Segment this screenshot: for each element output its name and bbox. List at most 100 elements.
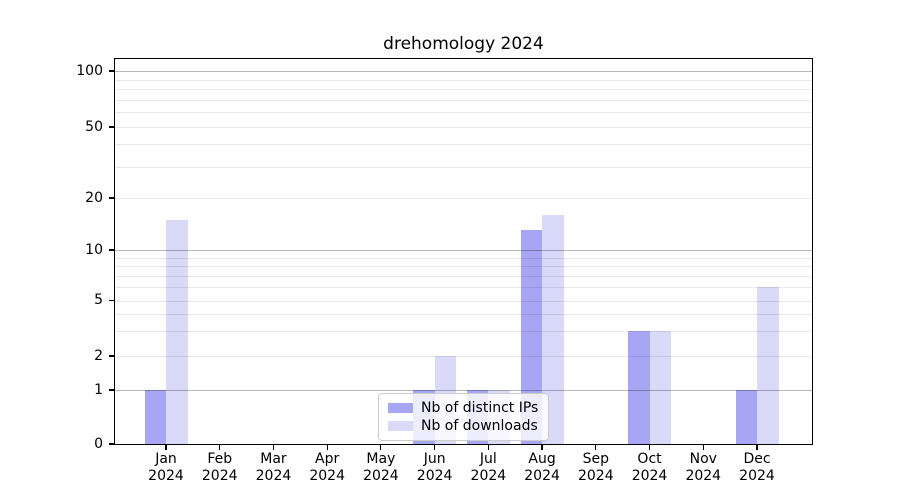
x-tick-month: Mar bbox=[260, 451, 287, 467]
x-tick-year: 2024 bbox=[416, 468, 453, 484]
x-axis-tick-mark bbox=[434, 444, 436, 450]
bar-distinct-ips bbox=[735, 390, 757, 444]
x-tick-year: 2024 bbox=[470, 468, 507, 484]
bar-downloads bbox=[542, 214, 564, 444]
x-tick-year: 2024 bbox=[685, 468, 722, 484]
x-tick-month: Aug bbox=[528, 451, 556, 467]
gridline-major bbox=[115, 250, 812, 252]
gridline-major bbox=[115, 390, 812, 392]
x-axis-tick-label: Jan 2024 bbox=[134, 451, 198, 485]
x-axis-tick-label: Oct 2024 bbox=[618, 451, 682, 485]
x-axis-tick-label: Jun 2024 bbox=[403, 451, 467, 485]
x-axis-tick-mark bbox=[165, 444, 167, 450]
gridline-minor bbox=[115, 287, 812, 289]
y-axis-tick-mark bbox=[109, 197, 115, 199]
x-tick-year: 2024 bbox=[309, 468, 345, 484]
y-axis-tick-mark bbox=[109, 299, 115, 302]
gridline-minor bbox=[115, 198, 812, 199]
x-axis-tick-mark bbox=[541, 444, 543, 450]
x-axis-tick-mark bbox=[487, 444, 489, 450]
bar-downloads bbox=[757, 287, 779, 444]
x-axis-tick-mark bbox=[595, 444, 597, 450]
x-axis-tick-label: Aug 2024 bbox=[510, 451, 574, 485]
legend: Nb of distinct IPs Nb of downloads bbox=[378, 393, 550, 441]
x-tick-year: 2024 bbox=[631, 468, 668, 484]
x-axis-tick-label: Apr 2024 bbox=[295, 451, 359, 485]
y-axis-tick-label: 2 bbox=[94, 347, 103, 364]
y-axis-tick-mark bbox=[109, 249, 115, 251]
y-axis-tick-mark bbox=[109, 126, 115, 128]
bar-distinct-ips bbox=[628, 331, 650, 444]
x-axis-tick-label: Dec 2024 bbox=[725, 451, 789, 485]
x-tick-month: Nov bbox=[689, 451, 717, 467]
gridline-minor bbox=[115, 89, 812, 91]
gridline-minor bbox=[115, 127, 812, 128]
legend-label: Nb of downloads bbox=[421, 418, 538, 434]
y-axis-tick-label: 10 bbox=[85, 241, 103, 258]
x-tick-year: 2024 bbox=[739, 468, 775, 484]
x-tick-month: Apr bbox=[315, 451, 340, 467]
gridline-minor bbox=[115, 266, 812, 268]
y-axis-tick-label: 100 bbox=[76, 62, 103, 79]
x-tick-month: Feb bbox=[207, 451, 233, 467]
x-axis-tick-mark bbox=[756, 444, 758, 450]
y-axis-tick-mark bbox=[109, 389, 115, 391]
gridline-minor bbox=[115, 331, 812, 333]
gridline-minor bbox=[115, 112, 812, 114]
x-tick-month: Oct bbox=[637, 451, 662, 467]
gridline-minor bbox=[115, 99, 812, 101]
grid-layer bbox=[115, 59, 812, 444]
x-axis-tick-mark bbox=[272, 444, 275, 450]
y-axis-tick-label: 1 bbox=[94, 381, 103, 398]
x-tick-month: Jun bbox=[423, 451, 446, 467]
x-axis-tick-label: Feb 2024 bbox=[188, 451, 252, 485]
y-axis-tick-label: 0 bbox=[94, 435, 103, 452]
y-axis-tick-label: 5 bbox=[94, 292, 103, 308]
x-axis-tick-label: Sep 2024 bbox=[564, 451, 628, 485]
x-tick-year: 2024 bbox=[255, 468, 292, 484]
x-tick-month: Dec bbox=[743, 451, 771, 467]
gridline-minor bbox=[115, 356, 812, 357]
x-axis-tick-mark bbox=[702, 444, 704, 450]
gridline-minor bbox=[115, 166, 812, 168]
chart-title: drehomology 2024 bbox=[383, 34, 544, 54]
y-axis-tick-mark bbox=[109, 70, 115, 72]
x-tick-month: Jul bbox=[479, 451, 497, 467]
gridline-major bbox=[115, 71, 812, 73]
legend-label: Nb of distinct IPs bbox=[421, 400, 539, 416]
gridline-minor bbox=[115, 275, 812, 277]
y-axis-tick-mark bbox=[109, 355, 115, 357]
x-tick-month: May bbox=[366, 451, 396, 467]
x-axis-tick-mark bbox=[380, 444, 382, 450]
x-tick-month: Jan bbox=[155, 451, 177, 467]
gridline-minor bbox=[115, 79, 812, 81]
legend-item: Nb of downloads bbox=[388, 417, 538, 435]
bar-distinct-ips bbox=[144, 390, 166, 444]
bar-downloads bbox=[166, 219, 188, 444]
x-tick-year: 2024 bbox=[363, 468, 399, 484]
x-tick-year: 2024 bbox=[524, 468, 560, 484]
legend-swatch-downloads bbox=[388, 421, 413, 431]
x-tick-year: 2024 bbox=[148, 468, 184, 484]
x-tick-year: 2024 bbox=[577, 468, 614, 484]
gridline-minor bbox=[115, 144, 812, 146]
y-axis-tick-label: 20 bbox=[85, 189, 103, 206]
gridline-minor bbox=[115, 257, 812, 259]
x-axis-tick-mark bbox=[648, 444, 651, 450]
bar-distinct-ips bbox=[520, 230, 543, 444]
bar-downloads bbox=[649, 331, 672, 444]
x-tick-year: 2024 bbox=[201, 468, 238, 484]
x-tick-month: Sep bbox=[582, 451, 609, 467]
plot-area: Nb of distinct IPs Nb of downloads bbox=[114, 58, 813, 445]
legend-item: Nb of distinct IPs bbox=[388, 399, 538, 417]
gridline-minor bbox=[115, 300, 812, 302]
y-axis-tick-label: 50 bbox=[85, 118, 103, 135]
x-axis-tick-label: Mar 2024 bbox=[241, 451, 305, 485]
x-axis-tick-mark bbox=[326, 444, 328, 450]
legend-swatch-distinct-ips bbox=[388, 403, 413, 413]
x-axis-tick-label: May 2024 bbox=[349, 451, 413, 485]
x-axis-tick-label: Nov 2024 bbox=[671, 451, 735, 485]
gridline-minor bbox=[115, 314, 812, 316]
y-axis-tick-mark bbox=[109, 443, 115, 445]
